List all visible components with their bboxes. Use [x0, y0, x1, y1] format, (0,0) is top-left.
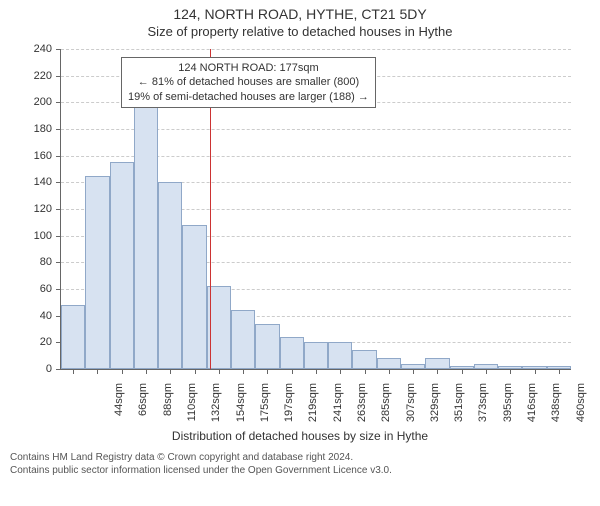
footer-line-2: Contains public sector information licen…: [10, 464, 590, 477]
x-tick-mark: [316, 369, 317, 374]
x-tick-mark: [195, 369, 196, 374]
x-tick-label: 241sqm: [332, 383, 344, 433]
histogram-bar: [425, 358, 449, 369]
x-tick-label: 395sqm: [502, 383, 514, 433]
x-tick-mark: [510, 369, 511, 374]
x-tick-mark: [340, 369, 341, 374]
y-tick-mark: [56, 49, 61, 50]
x-tick-label: 416sqm: [526, 383, 538, 433]
x-tick-mark: [413, 369, 414, 374]
x-tick-mark: [292, 369, 293, 374]
x-tick-mark: [219, 369, 220, 374]
y-tick-label: 160: [0, 150, 52, 162]
x-tick-label: 110sqm: [186, 383, 198, 433]
annotation-line-3: 19% of semi-detached houses are larger (…: [128, 90, 369, 104]
x-tick-label: 373sqm: [477, 383, 489, 433]
y-tick-label: 220: [0, 70, 52, 82]
y-tick-mark: [56, 182, 61, 183]
x-tick-label: 263sqm: [356, 383, 368, 433]
y-tick-label: 0: [0, 363, 52, 375]
annotation-line-2: ← 81% of detached houses are smaller (80…: [128, 75, 369, 89]
x-tick-mark: [535, 369, 536, 374]
x-tick-mark: [170, 369, 171, 374]
histogram-bar: [280, 337, 304, 369]
histogram-bar: [255, 324, 279, 369]
annotation-line-1: 124 NORTH ROAD: 177sqm: [128, 61, 369, 75]
y-tick-label: 40: [0, 310, 52, 322]
x-tick-mark: [365, 369, 366, 374]
y-tick-label: 120: [0, 203, 52, 215]
y-tick-label: 140: [0, 176, 52, 188]
y-tick-mark: [56, 209, 61, 210]
chart-title-main: 124, NORTH ROAD, HYTHE, CT21 5DY: [0, 6, 600, 22]
chart-title-sub: Size of property relative to detached ho…: [0, 24, 600, 39]
x-tick-mark: [122, 369, 123, 374]
x-tick-label: 154sqm: [235, 383, 247, 433]
gridline: [61, 49, 571, 50]
footer-line-1: Contains HM Land Registry data © Crown c…: [10, 451, 590, 464]
x-tick-label: 175sqm: [259, 383, 271, 433]
y-tick-mark: [56, 102, 61, 103]
x-tick-mark: [146, 369, 147, 374]
x-axis-label: Distribution of detached houses by size …: [0, 429, 600, 443]
x-tick-label: 285sqm: [380, 383, 392, 433]
histogram-bar: [377, 358, 401, 369]
x-tick-label: 88sqm: [162, 383, 174, 433]
x-tick-label: 197sqm: [283, 383, 295, 433]
y-tick-label: 200: [0, 96, 52, 108]
x-tick-label: 460sqm: [575, 383, 587, 433]
footer-attribution: Contains HM Land Registry data © Crown c…: [0, 449, 600, 477]
y-tick-mark: [56, 289, 61, 290]
y-tick-mark: [56, 369, 61, 370]
x-tick-mark: [437, 369, 438, 374]
x-tick-label: 438sqm: [550, 383, 562, 433]
histogram-bar: [158, 182, 182, 369]
x-tick-mark: [73, 369, 74, 374]
x-tick-mark: [559, 369, 560, 374]
histogram-bar: [328, 342, 352, 369]
histogram-bar: [85, 176, 109, 369]
histogram-bar: [304, 342, 328, 369]
histogram-bar: [110, 162, 134, 369]
histogram-bar: [61, 305, 85, 369]
y-tick-mark: [56, 156, 61, 157]
y-tick-mark: [56, 76, 61, 77]
y-tick-label: 240: [0, 43, 52, 55]
x-tick-mark: [389, 369, 390, 374]
histogram-bar: [231, 310, 255, 369]
histogram-bar: [352, 350, 376, 369]
x-tick-label: 132sqm: [210, 383, 222, 433]
plot-area: 124 NORTH ROAD: 177sqm ← 81% of detached…: [60, 49, 571, 370]
x-tick-mark: [462, 369, 463, 374]
x-tick-mark: [97, 369, 98, 374]
y-tick-mark: [56, 129, 61, 130]
histogram-bar: [182, 225, 206, 369]
x-tick-label: 66sqm: [137, 383, 149, 433]
x-tick-mark: [486, 369, 487, 374]
annotation-box: 124 NORTH ROAD: 177sqm ← 81% of detached…: [121, 57, 376, 108]
y-tick-label: 20: [0, 336, 52, 348]
y-tick-label: 180: [0, 123, 52, 135]
x-tick-label: 307sqm: [405, 383, 417, 433]
x-tick-label: 329sqm: [429, 383, 441, 433]
x-tick-label: 44sqm: [113, 383, 125, 433]
x-tick-mark: [267, 369, 268, 374]
y-tick-mark: [56, 262, 61, 263]
x-tick-label: 219sqm: [307, 383, 319, 433]
y-tick-label: 100: [0, 230, 52, 242]
histogram-bar: [134, 102, 158, 369]
y-tick-mark: [56, 236, 61, 237]
y-tick-label: 80: [0, 256, 52, 268]
x-tick-mark: [243, 369, 244, 374]
chart-container: Number of detached properties 124 NORTH …: [0, 39, 600, 449]
y-tick-label: 60: [0, 283, 52, 295]
x-tick-label: 351sqm: [453, 383, 465, 433]
